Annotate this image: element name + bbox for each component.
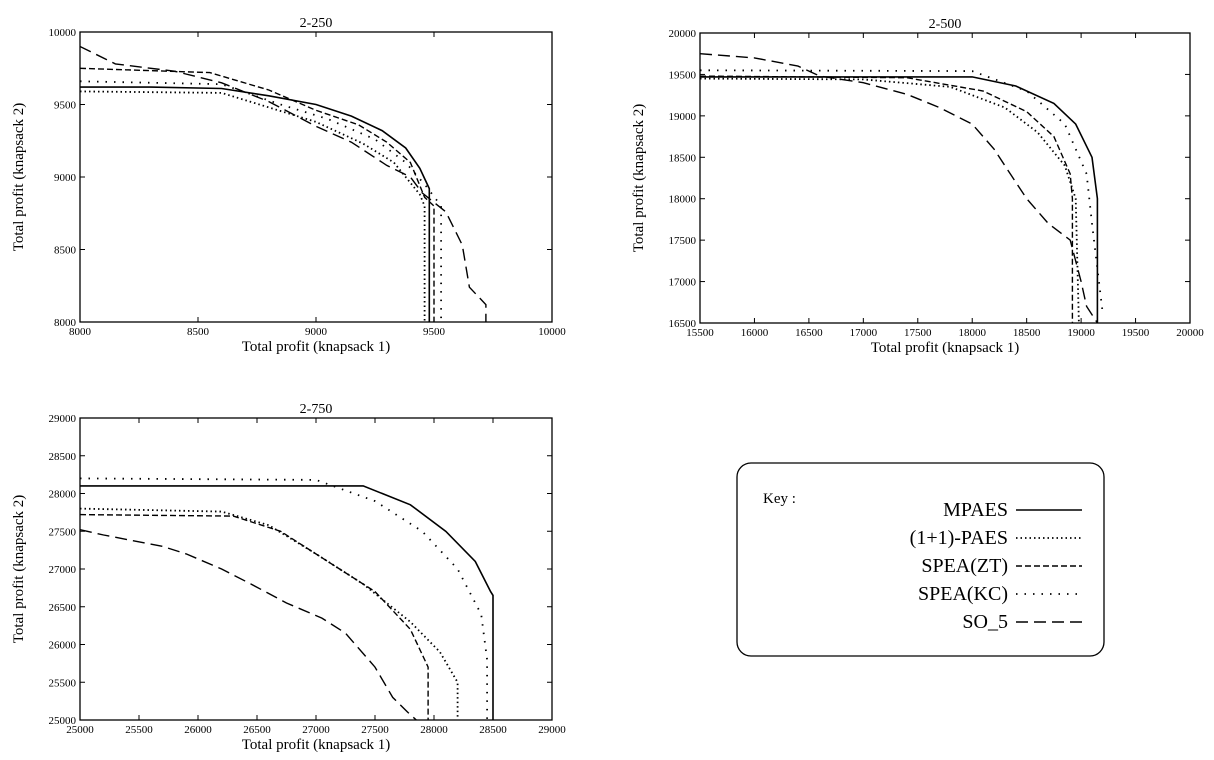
plot-frame <box>79 31 553 323</box>
legend-label-so-5: SO_5 <box>962 611 1008 633</box>
legend-key: Key : MPAES (1+1)-PAES SPEA(ZT) SPEA(KC) SO_… <box>736 462 1105 657</box>
legend-label-1-1-paes: (1+1)-PAES <box>910 527 1008 549</box>
legend-label-spea-kc: SPEA(KC) <box>918 583 1008 605</box>
x-axis-label: Total profit (knapsack 1) <box>871 340 1019 356</box>
legend-label-spea-zt: SPEA(ZT) <box>921 555 1008 577</box>
y-tick-label: 20000 <box>669 28 697 40</box>
x-tick-label: 18000 <box>958 327 986 339</box>
x-tick-label: 10000 <box>538 326 566 338</box>
series-line-so-5 <box>80 529 417 720</box>
y-tick-label: 9000 <box>54 172 77 184</box>
x-tick-label: 28000 <box>420 724 448 736</box>
x-tick-label: 29000 <box>538 724 566 736</box>
x-tick-label: 25500 <box>125 724 153 736</box>
series-line-mpaes <box>80 86 431 322</box>
y-tick-label: 17500 <box>669 235 697 247</box>
x-tick-label: 18500 <box>1013 327 1041 339</box>
series-group <box>700 53 1104 323</box>
series-line-mpaes <box>700 76 1099 323</box>
x-tick-label: 26500 <box>243 724 271 736</box>
title-2-750: 2-750 <box>300 402 333 417</box>
series-line-so-5 <box>700 53 1098 323</box>
chart-2-250: 8000 8500 9000 9500 10000 8000 8500 9000 9500 100… <box>11 16 566 355</box>
legend-label-mpaes: MPAES <box>943 499 1008 521</box>
series-line-spea-kc <box>700 69 1104 315</box>
y-tick-label: 28500 <box>49 451 77 463</box>
chart-2-750: 25000 25500 26000 26500 27000 27500 28000 28500… <box>11 402 566 753</box>
x-tick-label: 8000 <box>69 326 92 338</box>
title-2-500: 2-500 <box>929 17 962 32</box>
y-axis-label: Total profit (knapsack 2) <box>631 104 647 252</box>
x-tick-label: 9000 <box>305 326 328 338</box>
x-tick-label: 17500 <box>904 327 932 339</box>
x-tick-label: 20000 <box>1176 327 1204 339</box>
y-axis-label: Total profit (knapsack 2) <box>11 495 27 643</box>
series-line-spea-kc <box>80 80 442 322</box>
x-tick-label: 26000 <box>184 724 212 736</box>
series-group <box>80 477 494 720</box>
x-tick-label: 17000 <box>850 327 878 339</box>
plot-frame <box>79 417 553 721</box>
series-line-1-1-paes <box>700 77 1080 323</box>
legend-title: Key : <box>763 491 796 507</box>
y-tick-label: 8000 <box>54 317 77 329</box>
series-group <box>80 45 487 322</box>
y-tick-label: 28000 <box>49 489 77 501</box>
y-tick-label: 17000 <box>669 277 697 289</box>
plot-frame <box>699 32 1191 324</box>
title-2-250: 2-250 <box>300 16 333 31</box>
x-tick-label: 27000 <box>302 724 330 736</box>
y-tick-label: 10000 <box>49 27 77 39</box>
legend-box <box>736 462 1105 657</box>
y-tick-label: 25500 <box>49 677 77 689</box>
x-tick-label: 16000 <box>741 327 769 339</box>
x-tick-label: 27500 <box>361 724 389 736</box>
y-tick-label: 16500 <box>669 318 697 330</box>
series-line-spea-zt <box>80 513 429 720</box>
x-tick-label: 15500 <box>686 327 714 339</box>
y-tick-label: 29000 <box>49 413 77 425</box>
y-tick-label: 25000 <box>49 715 77 727</box>
series-line-so-5 <box>80 45 487 322</box>
y-tick-label: 18000 <box>669 194 697 206</box>
x-tick-label: 16500 <box>795 327 823 339</box>
y-tick-label: 26000 <box>49 640 77 652</box>
x-axis-label: Total profit (knapsack 1) <box>242 737 390 753</box>
y-tick-label: 19000 <box>669 111 697 123</box>
legend-entries: MPAES (1+1)-PAES SPEA(ZT) SPEA(KC) SO_5 <box>910 499 1082 633</box>
y-axis-label: Total profit (knapsack 2) <box>11 103 27 251</box>
y-tick-label: 8500 <box>54 245 77 257</box>
series-line-1-1-paes <box>80 507 459 720</box>
x-tick-label: 28500 <box>479 724 507 736</box>
y-tick-label: 18500 <box>669 152 697 164</box>
x-tick-label: 8500 <box>187 326 210 338</box>
y-tick-label: 9500 <box>54 100 77 112</box>
series-line-spea-kc <box>80 477 488 720</box>
y-tick-label: 27500 <box>49 526 77 538</box>
x-tick-label: 19500 <box>1122 327 1150 339</box>
series-line-1-1-paes <box>80 90 426 322</box>
y-tick-label: 19500 <box>669 69 697 81</box>
x-tick-label: 19000 <box>1067 327 1095 339</box>
series-line-spea-zt <box>80 67 435 322</box>
series-line-spea-zt <box>700 75 1074 323</box>
chart-2-500: 15500 16000 16500 17000 17500 18000 18500 19000… <box>631 17 1204 356</box>
y-tick-label: 27000 <box>49 564 77 576</box>
x-tick-label: 9500 <box>423 326 446 338</box>
y-tick-label: 26500 <box>49 602 77 614</box>
x-axis-label: Total profit (knapsack 1) <box>242 339 390 355</box>
x-tick-label: 25000 <box>66 724 94 736</box>
series-line-mpaes <box>80 485 494 720</box>
